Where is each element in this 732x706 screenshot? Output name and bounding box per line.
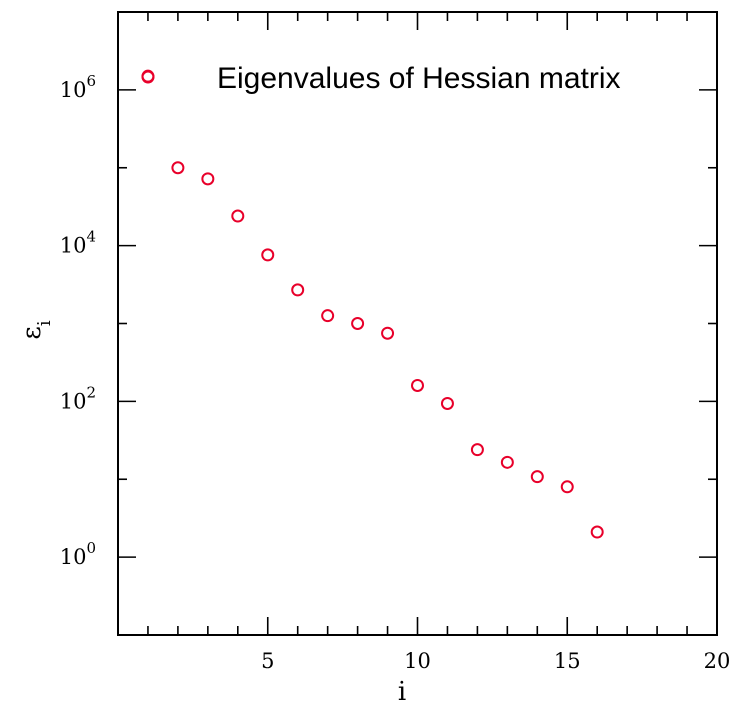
data-points: [141, 69, 604, 539]
data-point: [201, 172, 215, 186]
x-tick-label: 15: [554, 649, 581, 673]
data-point: [560, 480, 574, 494]
y-tick-label-base: 10: [60, 545, 87, 569]
plot-frame: [117, 11, 718, 636]
data-point: [321, 309, 335, 323]
x-tick-label: 5: [261, 649, 274, 673]
y-axis-label-subscript: i: [34, 320, 55, 326]
y-tick-label-exponent: 0: [86, 539, 96, 557]
x-tick-label: 10: [404, 649, 431, 673]
data-point: [291, 283, 305, 297]
x-tick-label: 20: [704, 649, 731, 673]
legend-label: Eigenvalues of Hessian matrix: [217, 62, 621, 95]
data-point: [470, 443, 484, 457]
data-point: [440, 396, 454, 410]
data-point: [530, 470, 544, 484]
y-tick-label-exponent: 2: [86, 383, 96, 401]
y-axis-label-base: ε: [17, 326, 47, 339]
data-point: [231, 209, 245, 223]
y-tick-label-exponent: 4: [86, 228, 96, 246]
y-tick-label-base: 10: [60, 234, 87, 258]
y-tick-label: 104: [60, 228, 96, 258]
y-tick-label-base: 10: [60, 78, 87, 102]
legend: Eigenvalues of Hessian matrix: [141, 62, 621, 95]
legend-marker: [141, 70, 155, 84]
data-point: [351, 317, 365, 330]
data-point: [590, 525, 604, 539]
data-point: [261, 248, 275, 262]
x-axis-label: i: [398, 677, 406, 706]
y-tick-label-exponent: 6: [86, 72, 96, 90]
y-tick-label: 100: [60, 539, 96, 569]
svg-text:εi: εi: [17, 320, 55, 339]
x-axis-ticks: 5 10 15 20: [147, 12, 731, 673]
data-point: [500, 455, 514, 469]
data-point: [171, 161, 185, 175]
y-tick-label-base: 10: [60, 389, 87, 413]
y-tick-label: 106: [60, 72, 96, 102]
data-point: [411, 378, 424, 392]
y-tick-label: 102: [60, 383, 96, 413]
data-point: [381, 326, 395, 340]
y-axis-label: εi: [17, 320, 55, 339]
